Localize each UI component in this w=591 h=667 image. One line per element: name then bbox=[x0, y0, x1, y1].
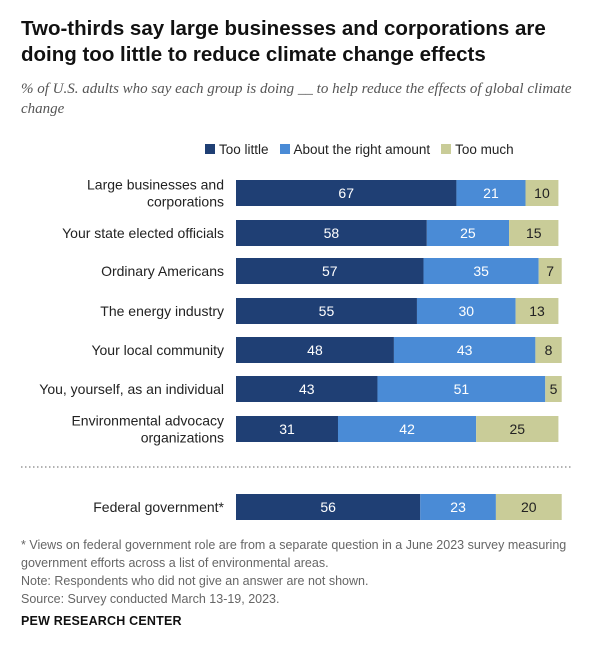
bar-value-label: 43 bbox=[457, 342, 473, 358]
bar-value-label: 57 bbox=[322, 263, 338, 279]
bar-value-label: 7 bbox=[546, 263, 554, 279]
bar-segment-too-little bbox=[236, 494, 421, 520]
legend-label-about-right: About the right amount bbox=[293, 141, 431, 157]
stacked-bar-chart: Large businesses and corporations 67 21 10 Yo… bbox=[21, 177, 572, 520]
bar-value-label: 51 bbox=[454, 381, 470, 397]
category-label: The energy industry bbox=[100, 303, 224, 319]
chart-title: Two-thirds say large businesses and corp… bbox=[21, 17, 546, 66]
bar-segment-about-right bbox=[337, 416, 477, 442]
bar-segment-too-much bbox=[535, 337, 562, 363]
bar-segment-too-little bbox=[236, 416, 338, 442]
legend-item-about-right: About the right amount bbox=[279, 141, 431, 157]
bar-value-label: 25 bbox=[460, 225, 476, 241]
bar-segment-too-much bbox=[509, 220, 559, 246]
legend-label-too-much: Too much bbox=[455, 141, 514, 157]
bar-value-label: 15 bbox=[526, 225, 542, 241]
bar-value-label: 55 bbox=[319, 303, 335, 319]
bar-segment-about-right bbox=[377, 376, 546, 402]
bar-value-label: 20 bbox=[521, 499, 537, 515]
bar-segment-too-much bbox=[525, 180, 559, 206]
category-label: Federal government* bbox=[93, 499, 224, 515]
category-label: Your local community bbox=[91, 342, 224, 358]
bar-segment-about-right bbox=[426, 220, 510, 246]
bar-value-label: 58 bbox=[324, 225, 340, 241]
chart-subtitle: % of U.S. adults who say each group is d… bbox=[21, 81, 572, 117]
legend-label-too-little: Too little bbox=[219, 141, 269, 157]
category-label: Ordinary Americans bbox=[101, 263, 224, 279]
bar-segment-too-little bbox=[236, 337, 394, 363]
bar-value-label: 35 bbox=[473, 263, 489, 279]
category-label: Your state elected officials bbox=[62, 225, 224, 241]
bar-value-label: 48 bbox=[307, 342, 323, 358]
bar-segment-too-much bbox=[538, 258, 562, 284]
bar-segment-too-little bbox=[236, 376, 378, 402]
legend-swatch-about-right bbox=[279, 144, 290, 154]
brand-logo-text: PEW RESEARCH CENTER bbox=[21, 614, 182, 628]
bar-value-label: 21 bbox=[483, 185, 499, 201]
legend-swatch-too-little bbox=[205, 144, 215, 154]
bar-segment-too-little bbox=[236, 258, 424, 284]
bar-segment-about-right bbox=[393, 337, 536, 363]
source-note: Source: Survey conducted March 13-19, 20… bbox=[21, 592, 280, 606]
bar-segment-about-right bbox=[423, 258, 539, 284]
category-label: Large businesses and corporations bbox=[87, 177, 224, 210]
legend-swatch-too-much bbox=[441, 144, 452, 154]
category-label: You, yourself, as an individual bbox=[39, 381, 224, 397]
legend-item-too-much: Too much bbox=[441, 142, 514, 157]
bar-value-label: 10 bbox=[534, 185, 550, 201]
bar-segment-too-much bbox=[545, 376, 562, 402]
bar-segment-about-right bbox=[456, 180, 526, 206]
category-label: Environmental advocacy organizations bbox=[71, 413, 224, 446]
bar-value-label: 5 bbox=[550, 381, 558, 397]
bar-segment-too-much bbox=[476, 416, 559, 442]
bar-segment-about-right bbox=[416, 298, 516, 324]
footnote-federal: * Views on federal government role are f… bbox=[21, 538, 567, 570]
bar-segment-too-little bbox=[236, 180, 457, 206]
bar-segment-about-right bbox=[420, 494, 496, 520]
legend-item-too-little: Too little bbox=[205, 142, 269, 157]
bar-value-label: 56 bbox=[320, 499, 336, 515]
chart-legend: Too little About the right amount Too mu… bbox=[205, 140, 525, 158]
bar-segment-too-little bbox=[236, 298, 417, 324]
note-respondents: Note: Respondents who did not give an an… bbox=[21, 574, 369, 588]
bar-value-label: 23 bbox=[450, 499, 466, 515]
bar-value-label: 31 bbox=[279, 421, 295, 437]
bar-value-label: 67 bbox=[338, 185, 354, 201]
bar-segment-too-little bbox=[236, 220, 427, 246]
bar-value-label: 8 bbox=[545, 342, 553, 358]
bar-value-label: 30 bbox=[459, 303, 475, 319]
bar-value-label: 43 bbox=[299, 381, 315, 397]
bar-segment-too-much bbox=[495, 494, 562, 520]
bar-segment-too-much bbox=[515, 298, 559, 324]
chart-notes: * Views on federal government role are f… bbox=[21, 536, 581, 608]
bar-value-label: 42 bbox=[399, 421, 415, 437]
bar-value-label: 13 bbox=[529, 303, 545, 319]
bar-value-label: 25 bbox=[510, 421, 526, 437]
